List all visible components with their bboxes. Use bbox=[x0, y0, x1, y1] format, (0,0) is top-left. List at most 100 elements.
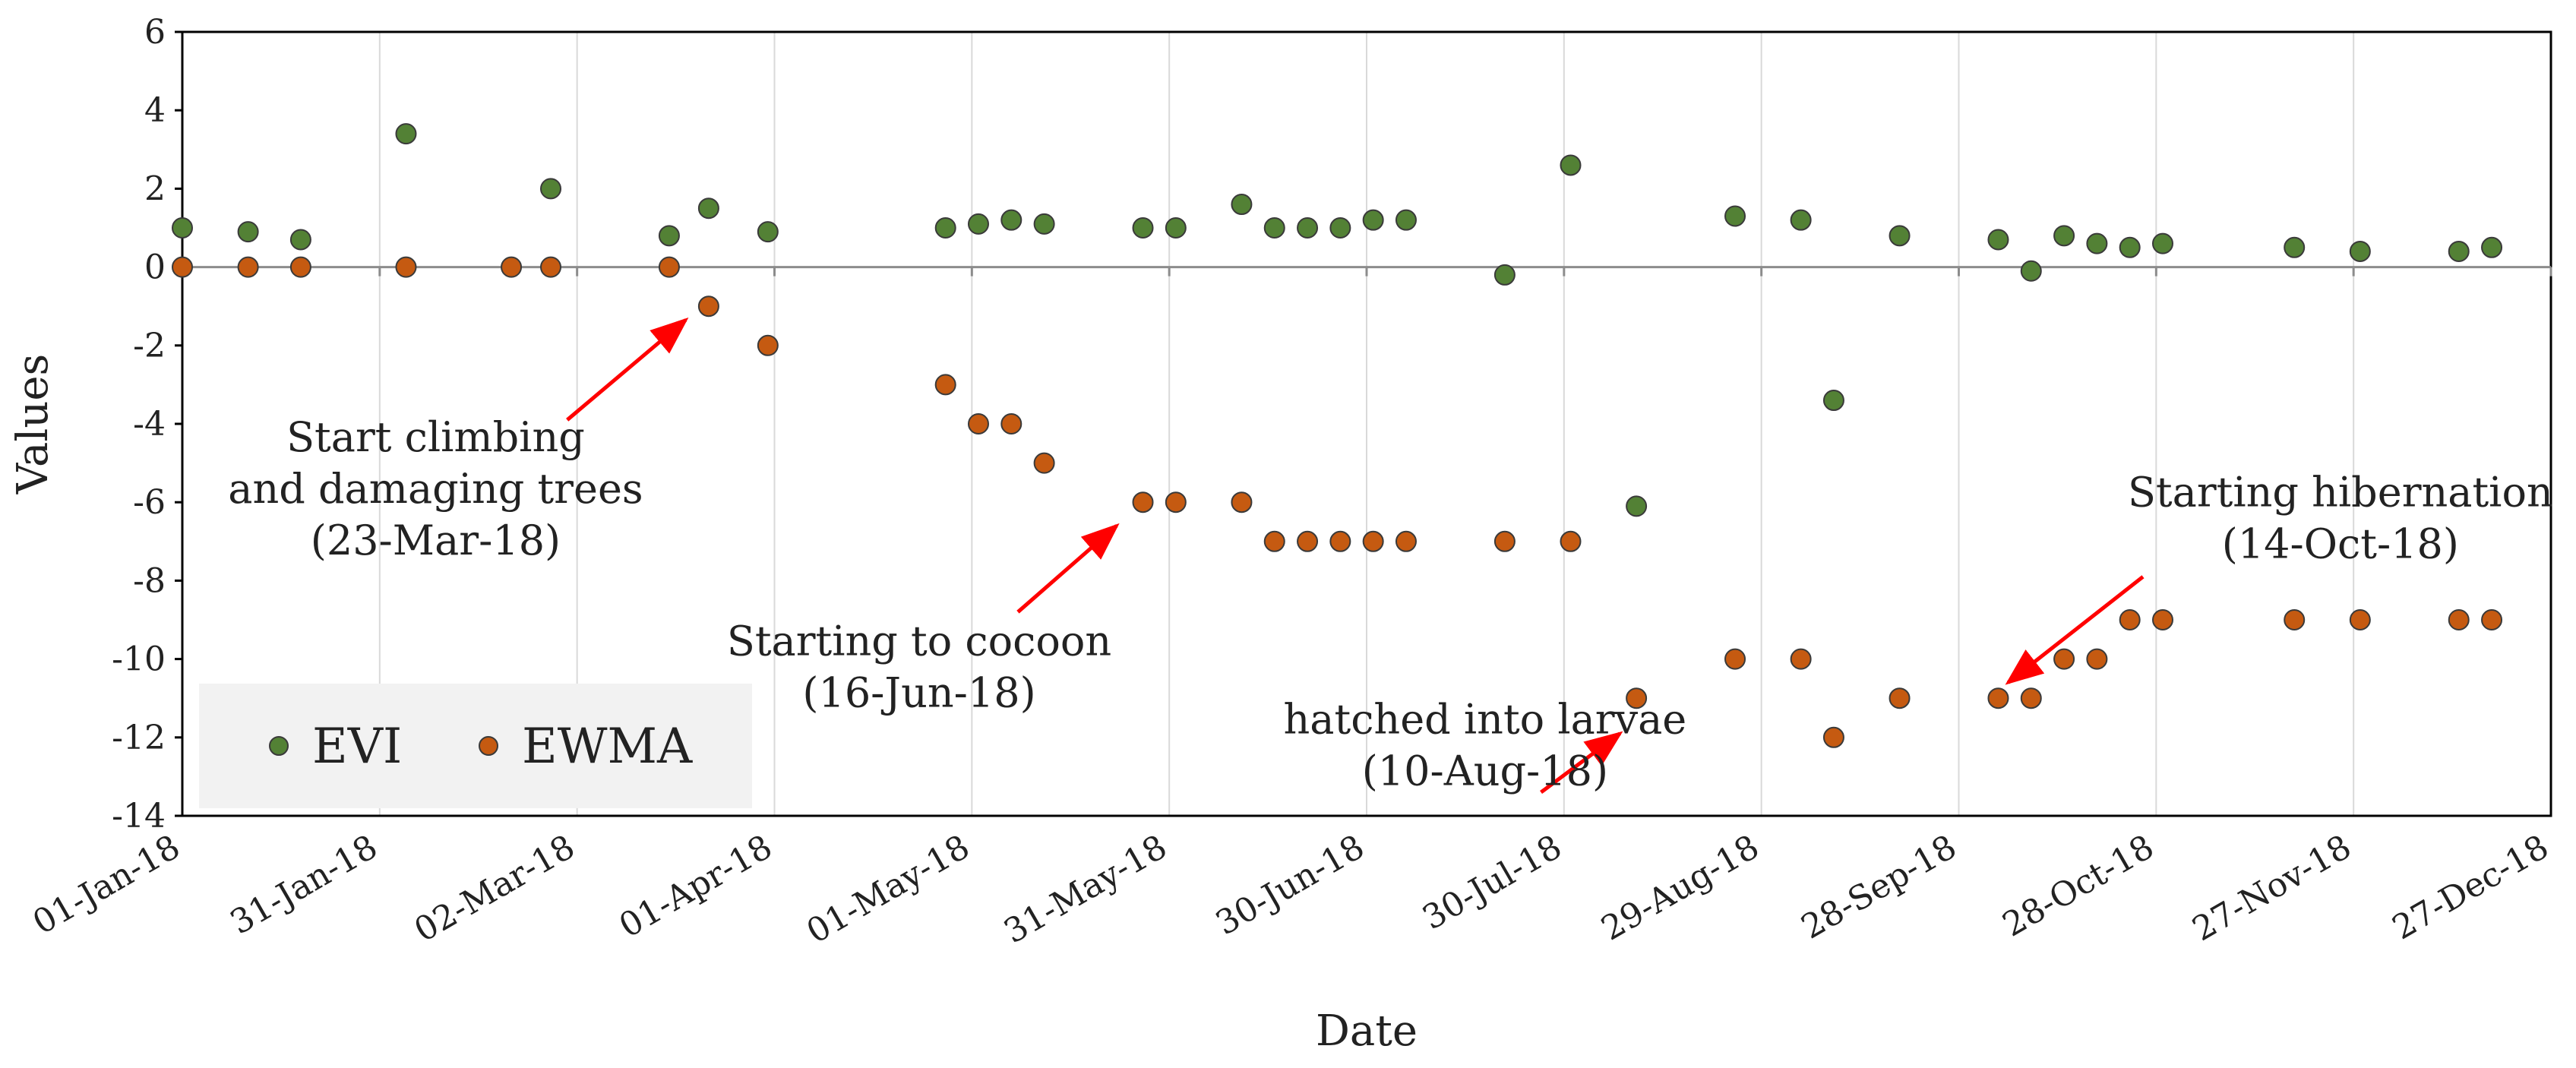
x-tick-label-11: 27-Nov-18 bbox=[2186, 827, 2358, 949]
ewma-point-3 bbox=[395, 256, 417, 278]
y-tick-label-6: -6 bbox=[133, 483, 166, 522]
evi-point-8 bbox=[934, 217, 956, 239]
ewma-point-26 bbox=[1822, 726, 1844, 748]
y-tick-label-9: -12 bbox=[112, 719, 166, 757]
evi-point-17 bbox=[1329, 217, 1351, 239]
evi-point-25 bbox=[1822, 390, 1844, 412]
ewma-point-12 bbox=[1033, 452, 1055, 474]
evi-point-18 bbox=[1362, 209, 1384, 231]
ewma-point-33 bbox=[2151, 609, 2173, 630]
x-tick-label-7: 30-Jul-18 bbox=[1416, 827, 1568, 937]
x-tick-label-1: 31-Jan-18 bbox=[224, 827, 384, 942]
x-tick-label-12: 27-Dec-18 bbox=[2386, 827, 2555, 947]
ewma-point-37 bbox=[2481, 609, 2503, 630]
ewma-point-27 bbox=[1889, 687, 1911, 709]
y-tick-label-7: -8 bbox=[133, 561, 166, 600]
ewma-point-11 bbox=[1000, 413, 1022, 434]
evi-point-12 bbox=[1132, 217, 1154, 239]
evi-point-31 bbox=[2119, 236, 2141, 258]
y-tick-label-10: -14 bbox=[112, 797, 166, 836]
legend-marker-evi bbox=[269, 736, 289, 756]
axes bbox=[175, 30, 2552, 817]
evi-point-22 bbox=[1626, 495, 1648, 517]
x-axis-title: Date bbox=[1316, 1006, 1418, 1056]
ewma-point-24 bbox=[1724, 648, 1746, 670]
ewma-point-4 bbox=[501, 256, 523, 278]
annotation-arrow-larvae bbox=[1540, 731, 1623, 795]
ewma-point-19 bbox=[1362, 530, 1384, 552]
evi-point-4 bbox=[540, 178, 562, 200]
evi-point-13 bbox=[1165, 217, 1187, 239]
x-tick-label-9: 28-Sep-18 bbox=[1795, 827, 1963, 946]
ewma-point-9 bbox=[934, 374, 956, 396]
annotation-cocoon-line-1: (16-Jun-18) bbox=[802, 668, 1035, 716]
evi-point-2 bbox=[289, 229, 311, 251]
evi-point-19 bbox=[1395, 209, 1417, 231]
evi-point-16 bbox=[1297, 217, 1319, 239]
ewma-point-15 bbox=[1231, 491, 1253, 513]
y-tick-label-3: 0 bbox=[144, 248, 166, 287]
evi-point-10 bbox=[1000, 209, 1022, 231]
y-tick-label-5: -4 bbox=[133, 405, 166, 444]
y-tick-label-2: 2 bbox=[144, 169, 166, 208]
evi-point-29 bbox=[2053, 225, 2075, 247]
x-tick-label-5: 31-May-18 bbox=[997, 827, 1173, 951]
evi-point-27 bbox=[1987, 229, 2009, 251]
legend-label-ewma: EWMA bbox=[522, 719, 693, 775]
x-tick-label-6: 30-Jun-18 bbox=[1209, 827, 1371, 943]
evi-point-1 bbox=[237, 221, 259, 243]
annotation-larvae-line-1: (10-Aug-18) bbox=[1362, 747, 1608, 795]
legend-label-evi: EVI bbox=[312, 719, 402, 775]
evi-point-0 bbox=[172, 217, 193, 239]
evi-point-11 bbox=[1033, 213, 1055, 235]
evi-point-32 bbox=[2151, 232, 2173, 254]
evi-point-34 bbox=[2349, 240, 2371, 262]
y-tick-label-1: 4 bbox=[144, 91, 166, 130]
ewma-point-21 bbox=[1493, 530, 1516, 552]
evi-point-14 bbox=[1231, 194, 1253, 216]
legend-marker-ewma bbox=[479, 736, 498, 756]
x-tick-label-0: 01-Jan-18 bbox=[27, 827, 187, 942]
ewma-point-14 bbox=[1165, 491, 1187, 513]
legend-box bbox=[199, 684, 752, 808]
ewma-point-7 bbox=[697, 295, 719, 318]
ewma-point-16 bbox=[1263, 530, 1285, 552]
ewma-point-13 bbox=[1132, 491, 1154, 513]
x-tick-label-8: 29-Aug-18 bbox=[1595, 827, 1765, 948]
ewma-point-34 bbox=[2284, 609, 2306, 630]
evi-point-7 bbox=[757, 221, 779, 243]
ewma-point-30 bbox=[2053, 648, 2075, 670]
ewma-point-8 bbox=[757, 334, 779, 356]
ewma-point-0 bbox=[172, 256, 193, 278]
ewma-point-5 bbox=[540, 256, 562, 278]
x-tick-label-4: 01-May-18 bbox=[800, 827, 975, 951]
evi-point-3 bbox=[395, 123, 417, 145]
y-axis-title: Values bbox=[8, 354, 58, 495]
data-points bbox=[172, 123, 2503, 748]
annotation-arrow-climbing bbox=[566, 318, 689, 422]
ewma-point-18 bbox=[1329, 530, 1351, 552]
ewma-point-29 bbox=[2020, 687, 2042, 709]
ewma-point-17 bbox=[1297, 530, 1319, 552]
evi-point-30 bbox=[2086, 232, 2108, 254]
annotation-larvae-line-0: hatched into larvae bbox=[1284, 696, 1687, 744]
evi-point-6 bbox=[697, 197, 719, 220]
annotation-hibernation-line-1: (14-Oct-18) bbox=[2222, 520, 2459, 567]
evi-point-23 bbox=[1724, 205, 1746, 227]
grid-lines bbox=[378, 32, 2552, 816]
annotation-climbing-line-0: Start climbing bbox=[286, 413, 585, 461]
evi-point-26 bbox=[1889, 225, 1911, 247]
evi-point-15 bbox=[1263, 217, 1285, 239]
x-tick-label-2: 02-Mar-18 bbox=[408, 827, 581, 950]
evi-point-20 bbox=[1493, 264, 1516, 286]
evi-point-5 bbox=[658, 225, 680, 247]
legend: EVI EWMA bbox=[199, 684, 752, 808]
annotation-climbing-line-1: and damaging trees bbox=[228, 465, 643, 513]
evi-point-28 bbox=[2020, 260, 2042, 282]
y-tick-label-4: -2 bbox=[133, 327, 166, 365]
annotation-climbing-line-2: (23-Mar-18) bbox=[311, 517, 561, 564]
y-tick-label-0: 6 bbox=[144, 13, 166, 52]
evi-point-35 bbox=[2448, 240, 2470, 262]
annotation-arrow-cocoon bbox=[1016, 523, 1120, 614]
